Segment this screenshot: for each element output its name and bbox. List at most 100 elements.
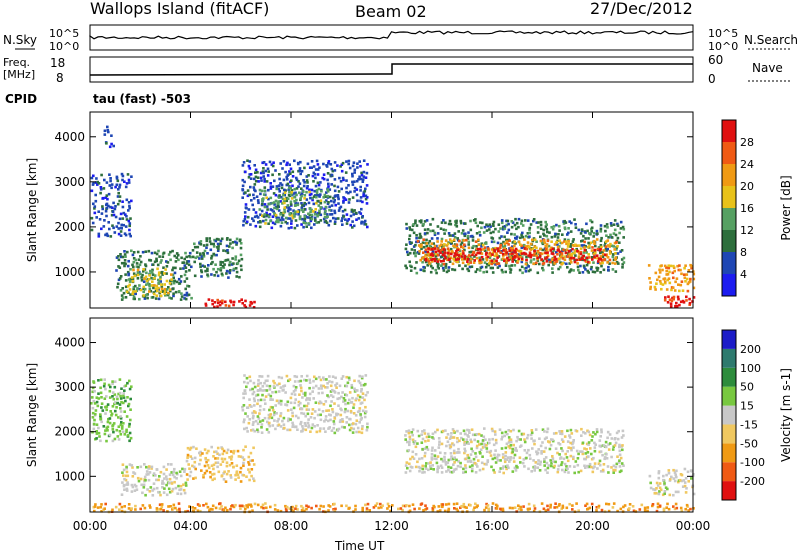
velocity-cell <box>366 391 369 394</box>
power-cell <box>455 219 458 223</box>
power-cell <box>464 222 467 225</box>
velocity-cell <box>459 506 462 509</box>
velocity-cell <box>665 473 668 477</box>
velocity-cell <box>455 502 459 505</box>
power-cell <box>116 285 119 289</box>
velocity-cell <box>225 464 229 468</box>
power-cell <box>488 251 492 255</box>
velocity-cell <box>248 418 251 421</box>
power-cell <box>283 188 286 192</box>
velocity-cell <box>485 502 488 506</box>
power-cell <box>622 236 625 239</box>
velocity-cell <box>541 441 544 444</box>
velocity-cell <box>289 396 293 400</box>
power-cell <box>302 221 305 224</box>
power-cell <box>234 267 238 270</box>
velocity-cell <box>448 437 452 440</box>
power-cell <box>516 259 520 263</box>
power-cell <box>116 202 120 206</box>
power-cell <box>690 266 693 270</box>
power-cell <box>553 235 557 238</box>
velocity-cell <box>242 392 245 395</box>
velocity-cell <box>456 464 460 468</box>
power-cell <box>583 246 586 249</box>
power-cell <box>425 238 428 242</box>
velocity-cell <box>206 458 210 462</box>
velocity-cell <box>222 478 226 481</box>
velocity-cell <box>475 446 479 450</box>
velocity-cell <box>127 507 131 510</box>
power-cell <box>229 238 232 242</box>
velocity-cell <box>308 378 311 382</box>
power-cell <box>578 256 581 260</box>
velocity-cell <box>539 444 543 448</box>
velocity-cell <box>669 478 672 481</box>
velocity-cell <box>501 509 505 513</box>
velocity-cell <box>595 430 599 434</box>
velocity-cell <box>254 394 258 397</box>
velocity-cell <box>580 427 583 431</box>
velocity-cell <box>224 480 228 483</box>
power-cell <box>256 216 260 219</box>
power-cell <box>107 192 111 196</box>
velocity-cell <box>176 492 179 495</box>
power-cell <box>310 160 314 163</box>
power-cell <box>259 171 263 175</box>
velocity-cell <box>125 465 128 469</box>
power-cell <box>183 293 187 297</box>
velocity-cell <box>491 437 494 441</box>
velocity-cell <box>279 412 283 415</box>
power-cell <box>528 226 532 230</box>
velocity-cell <box>473 462 477 465</box>
velocity-cell <box>365 510 369 513</box>
velocity-cell <box>345 384 349 388</box>
power-cell <box>619 220 623 224</box>
power-cell <box>566 255 569 258</box>
velocity-cell <box>175 471 178 475</box>
velocity-cell <box>433 457 436 460</box>
power-cell <box>103 178 106 182</box>
power-cell <box>593 239 596 243</box>
power-cell <box>524 245 528 248</box>
velocity-cell <box>209 475 212 479</box>
velocity-cell <box>523 465 526 468</box>
power-cell <box>336 194 340 197</box>
nsearch-bottom-tick: 10^0 <box>708 40 738 53</box>
velocity-cell <box>234 478 237 481</box>
velocity-cell <box>514 446 518 450</box>
power-cell <box>288 186 291 190</box>
velocity-cell <box>294 425 298 428</box>
power-cell <box>426 228 430 231</box>
power-cell <box>569 269 572 273</box>
x-tick-label: 04:00 <box>173 519 208 533</box>
power-cell <box>563 219 566 223</box>
power-cell <box>177 277 181 281</box>
velocity-cell <box>191 464 194 468</box>
power-cell <box>496 266 500 269</box>
velocity-cell <box>471 433 475 437</box>
power-cell <box>139 288 143 292</box>
velocity-cell <box>500 431 504 435</box>
power-cell <box>533 249 536 253</box>
power-cell <box>289 200 293 204</box>
power-cell <box>314 184 318 188</box>
power-cell <box>535 246 538 250</box>
velocity-cell <box>638 508 642 511</box>
power-cell <box>333 184 336 188</box>
power-cell <box>225 244 229 248</box>
power-cell <box>659 282 663 285</box>
power-cell <box>572 256 576 260</box>
velocity-cell <box>178 507 181 511</box>
power-cell <box>275 216 279 220</box>
power-cell <box>283 208 286 211</box>
velocity-cell <box>305 507 308 511</box>
velocity-cell <box>484 438 487 441</box>
velocity-cell <box>360 431 364 435</box>
power-cell <box>585 258 589 261</box>
velocity-cell <box>509 429 513 433</box>
velocity-cell <box>543 457 546 461</box>
power-cell <box>141 273 144 277</box>
power-cell <box>573 218 576 221</box>
power-cell <box>363 219 367 223</box>
velocity-cell <box>265 506 268 510</box>
